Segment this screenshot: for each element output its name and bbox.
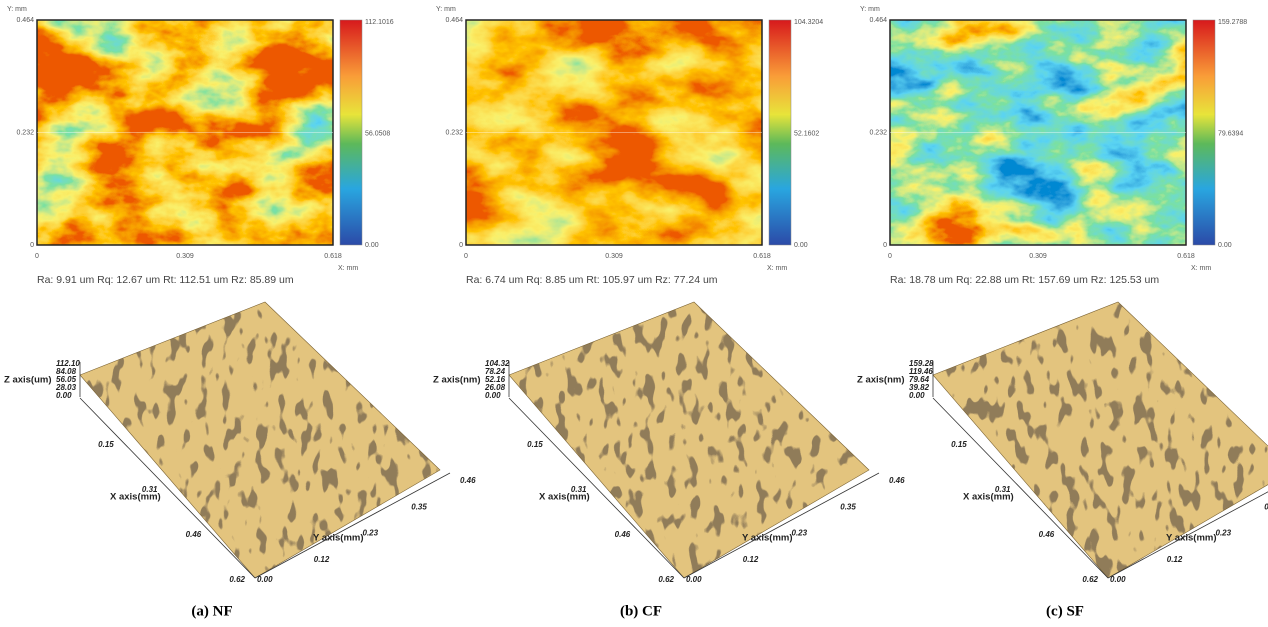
- x-tick-label: 0.46: [1039, 530, 1055, 539]
- x-axis-label: X: mm: [1191, 265, 1211, 272]
- y-tick-label: 0.35: [1264, 502, 1268, 511]
- y-tick-label: 0.23: [792, 529, 808, 538]
- z-axis-label: Z axis(nm): [857, 375, 905, 386]
- x-tick-label: 0.309: [1029, 253, 1047, 260]
- y-tick-label: 0.00: [1110, 575, 1126, 584]
- y-axis-label: Y: mm: [860, 6, 880, 13]
- caption: (a) NF: [191, 603, 232, 619]
- surface-pits: [499, 295, 879, 585]
- y-tick-label: 0.23: [1216, 529, 1232, 538]
- x-tick-label: 0.62: [229, 575, 245, 584]
- x-tick-label: 0.15: [951, 440, 967, 449]
- x-axis-label: X axis(mm): [963, 492, 1014, 503]
- x-tick-label: 0: [888, 253, 892, 260]
- y-tick-label: 0.464: [869, 17, 887, 24]
- y-tick-label: 0: [883, 242, 887, 249]
- y-tick-label: 0.232: [445, 129, 463, 136]
- x-axis-label: X: mm: [338, 265, 358, 272]
- y-tick-label: 0.12: [743, 555, 759, 564]
- colorbar-label: 112.1016: [365, 19, 394, 26]
- roughness-stats: Ra: 6.74 um Rq: 8.85 um Rt: 105.97 um Rz…: [466, 274, 718, 286]
- colorbar-label: 0.00: [365, 242, 379, 249]
- x-tick-label: 0.15: [98, 440, 114, 449]
- y-tick-label: 0.12: [314, 555, 330, 564]
- z-axis-label: Z axis(nm): [433, 375, 481, 386]
- z-tick-label: 0.00: [56, 391, 72, 400]
- y-axis-label: Y axis(mm): [313, 533, 364, 544]
- y-tick-label: 0.00: [257, 575, 273, 584]
- y-tick-label: 0.46: [889, 476, 905, 485]
- colorbar-label: 52.1602: [794, 130, 819, 137]
- y-tick-label: 0.23: [363, 529, 379, 538]
- x-axis-label: X axis(mm): [110, 492, 161, 503]
- x-tick-label: 0.309: [176, 253, 194, 260]
- y-tick-label: 0: [30, 242, 34, 249]
- y-tick-label: 0.00: [686, 575, 702, 584]
- z-tick-label: 0.00: [485, 391, 501, 400]
- colorbar: [1193, 20, 1215, 245]
- colorbar-label: 0.00: [1218, 242, 1232, 249]
- y-tick-label: 0.464: [445, 17, 463, 24]
- y-axis-label: Y: mm: [7, 6, 27, 13]
- x-tick-label: 0.46: [615, 530, 631, 539]
- x-axis-label: X axis(mm): [539, 492, 590, 503]
- y-tick-label: 0.46: [460, 476, 476, 485]
- colorbar-label: 104.3204: [794, 19, 823, 26]
- x-tick-label: 0.62: [1082, 575, 1098, 584]
- z-tick-label: 0.00: [909, 391, 925, 400]
- x-tick-label: 0.618: [1177, 253, 1195, 260]
- x-axis-label: X: mm: [767, 265, 787, 272]
- colorbar-label: 0.00: [794, 242, 808, 249]
- x-tick-label: 0.309: [605, 253, 623, 260]
- x-tick-label: 0.62: [658, 575, 674, 584]
- x-tick-label: 0: [35, 253, 39, 260]
- x-tick-label: 0: [464, 253, 468, 260]
- colorbar: [769, 20, 791, 245]
- x-tick-label: 0.618: [753, 253, 771, 260]
- y-tick-label: 0.232: [16, 129, 34, 136]
- heatmap: [37, 20, 333, 245]
- surface-3d: [499, 295, 879, 585]
- y-tick-label: 0.464: [16, 17, 34, 24]
- z-axis-label: Z axis(um): [4, 375, 52, 386]
- colorbar-label: 56.0508: [365, 130, 390, 137]
- colorbar: [340, 20, 362, 245]
- caption: (c) SF: [1046, 603, 1084, 619]
- x-tick-label: 0.618: [324, 253, 342, 260]
- y-tick-label: 0: [459, 242, 463, 249]
- y-tick-label: 0.12: [1167, 555, 1183, 564]
- y-tick-label: 0.35: [840, 502, 856, 511]
- roughness-stats: Ra: 18.78 um Rq: 22.88 um Rt: 157.69 um …: [890, 274, 1159, 286]
- y-tick-label: 0.35: [411, 502, 427, 511]
- x-tick-label: 0.46: [186, 530, 202, 539]
- y-axis-label: Y axis(mm): [1166, 533, 1217, 544]
- surface-pits: [70, 295, 450, 585]
- caption: (b) CF: [620, 603, 662, 619]
- roughness-stats: Ra: 9.91 um Rq: 12.67 um Rt: 112.51 um R…: [37, 274, 294, 286]
- y-axis-label: Y axis(mm): [742, 533, 793, 544]
- heatmap: [890, 20, 1186, 245]
- surface-3d: [70, 295, 450, 585]
- y-axis-label: Y: mm: [436, 6, 456, 13]
- figure: Y: mm0.4640.232000.3090.618X: mm112.1016…: [0, 0, 1268, 627]
- y-tick-label: 0.232: [869, 129, 887, 136]
- x-tick-label: 0.15: [527, 440, 543, 449]
- colorbar-label: 79.6394: [1218, 130, 1243, 137]
- colorbar-label: 159.2788: [1218, 19, 1247, 26]
- heatmap: [466, 20, 762, 245]
